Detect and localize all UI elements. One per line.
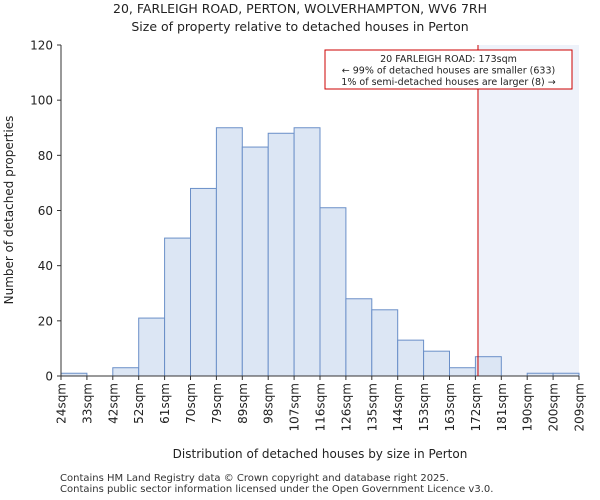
y-tick-label: 40 — [38, 259, 53, 273]
y-tick-label: 100 — [30, 94, 53, 108]
x-tick-label: 24sqm — [55, 383, 69, 424]
annotation-larger-text: 1% of semi-detached houses are larger (8… — [341, 77, 555, 88]
histogram-bar — [164, 237, 192, 377]
x-axis-label: Distribution of detached houses by size … — [173, 447, 468, 461]
x-tick-label: 52sqm — [132, 383, 146, 424]
annotation-box — [324, 49, 573, 90]
histogram-bar — [293, 127, 321, 377]
histogram-bar — [345, 298, 373, 377]
histogram-bar — [397, 339, 425, 377]
x-tick-label: 70sqm — [184, 383, 198, 424]
larger-region-shade — [477, 45, 579, 376]
histogram-bar — [423, 350, 451, 377]
histogram-bar — [215, 127, 243, 377]
histogram-bar — [319, 207, 347, 377]
y-tick-label: 20 — [38, 314, 53, 328]
footer: Contains HM Land Registry data © Crown c… — [60, 473, 493, 495]
chart-title: 20, FARLEIGH ROAD, PERTON, WOLVERHAMPTON… — [113, 1, 487, 16]
x-tick-label: 116sqm — [314, 383, 328, 431]
histogram-bar — [267, 132, 295, 377]
x-tick-label: 163sqm — [443, 383, 457, 431]
x-tick-label: 209sqm — [573, 383, 587, 431]
x-tick-label: 181sqm — [495, 383, 509, 431]
histogram-bar — [190, 187, 217, 377]
histogram-bar — [371, 309, 399, 377]
y-tick-label: 60 — [38, 204, 53, 218]
histogram-bar — [474, 356, 502, 377]
footer-line-2: Contains public sector information licen… — [60, 484, 494, 495]
annotation-smaller-text: ← 99% of detached houses are smaller (63… — [342, 66, 555, 77]
histogram-bar — [241, 146, 269, 377]
x-tick-label: 126sqm — [339, 383, 353, 431]
histogram-bar — [449, 367, 476, 377]
x-tick-label: 200sqm — [547, 383, 561, 431]
footer-line-1: Contains HM Land Registry data © Crown c… — [60, 473, 449, 484]
y-tick-label: 120 — [30, 39, 53, 53]
y-tick-label: 0 — [45, 370, 53, 384]
x-tick-label: 61sqm — [158, 383, 172, 424]
y-axis-label: Number of detached properties — [2, 116, 16, 305]
histogram-bar — [138, 317, 166, 377]
x-tick-label: 190sqm — [521, 383, 535, 431]
x-tick-label: 79sqm — [210, 383, 224, 424]
x-tick-label: 42sqm — [106, 383, 120, 424]
chart-title-block: 20, FARLEIGH ROAD, PERTON, WOLVERHAMPTON… — [0, 0, 600, 36]
annotation-title: 20 FARLEIGH ROAD: 173sqm — [380, 54, 517, 65]
x-tick-label: 107sqm — [288, 383, 302, 431]
x-tick-label: 89sqm — [236, 383, 250, 424]
x-tick-label: 98sqm — [262, 383, 276, 424]
chart-subtitle: Size of property relative to detached ho… — [131, 19, 469, 34]
x-tick-label: 135sqm — [365, 383, 379, 431]
x-tick-label: 144sqm — [391, 383, 405, 431]
y-tick-label: 80 — [38, 149, 53, 163]
x-tick-label: 172sqm — [469, 383, 483, 431]
x-tick-label: 33sqm — [80, 383, 94, 424]
histogram-chart: 0 20 40 60 80 100 120 24sqm 33sqm 42sqm 52sqm 61sqm… — [2, 39, 587, 462]
histogram-bar — [112, 367, 140, 377]
x-tick-label: 153sqm — [417, 383, 431, 431]
